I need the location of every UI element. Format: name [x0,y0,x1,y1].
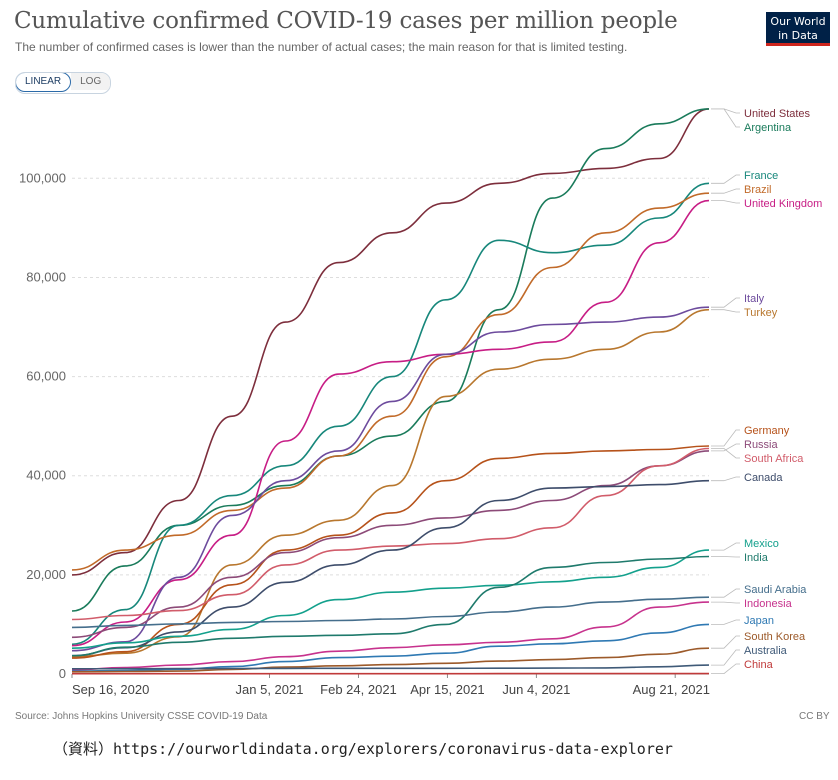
legend-label-saudi-arabia[interactable]: Saudi Arabia [744,584,807,596]
y-tick-label: 60,000 [26,369,66,384]
legend-label-brazil[interactable]: Brazil [744,184,772,196]
legend-connector [711,476,740,482]
legend-label-russia[interactable]: Russia [744,439,779,451]
legend-label-germany[interactable]: Germany [744,425,790,437]
legend-connector [711,108,740,128]
legend-label-indonesia[interactable]: Indonesia [744,598,793,610]
page-subtitle: The number of confirmed cases is lower t… [15,40,628,54]
y-tick-label: 40,000 [26,468,66,483]
license-link[interactable]: CC BY [799,711,830,722]
legend-connector [711,188,740,194]
x-tick-label: Jan 5, 2021 [236,682,304,697]
logo-line-1: Our World [770,15,826,28]
series-line-brazil[interactable] [71,192,710,571]
legend-label-australia[interactable]: Australia [744,645,788,657]
series-line-australia[interactable] [71,664,710,670]
scale-toggle[interactable]: LINEAR LOG [15,72,112,94]
legend-label-united-kingdom[interactable]: United Kingdom [744,198,822,210]
legend: United States Argentina France Brazil United… [711,108,822,674]
series-line-russia[interactable] [71,450,710,639]
x-tick-label: Apr 15, 2021 [410,682,484,697]
legend-label-japan[interactable]: Japan [744,615,774,627]
x-tick-label: Aug 21, 2021 [633,682,710,697]
y-tick-label: 20,000 [26,567,66,582]
legend-connector [711,601,740,604]
log-scale-button[interactable]: LOG [71,73,111,90]
legend-label-mexico[interactable]: Mexico [744,538,779,550]
legend-label-france[interactable]: France [744,170,778,182]
data-url-note: （資料）https://ourworldindata.org/explorers… [53,740,673,758]
legend-label-italy[interactable]: Italy [744,293,765,305]
linear-scale-button[interactable]: LINEAR [16,73,72,92]
x-tick-label: Jun 4, 2021 [502,682,570,697]
legend-connector [711,649,740,666]
series-line-india[interactable] [71,555,710,657]
legend-connector [711,443,740,452]
legend-connector [711,663,740,674]
legend-connector [711,588,740,598]
series-line-south-korea[interactable] [71,647,710,673]
legend-connector [711,429,740,447]
legend-label-south-korea[interactable]: South Korea [744,631,806,643]
source-note: Source: Johns Hopkins University CSSE CO… [15,711,268,722]
y-tick-label: 100,000 [19,170,66,185]
legend-connector [711,297,740,308]
legend-label-india[interactable]: India [744,552,769,564]
series-line-saudi-arabia[interactable] [71,596,710,629]
legend-label-canada[interactable]: Canada [744,472,783,484]
y-tick-label: 80,000 [26,269,66,284]
legend-connector [711,556,740,558]
legend-connector [711,635,740,649]
y-axis-ticks: 0 20,000 40,000 60,000 80,000 100,000 [19,170,66,681]
series-line-mexico[interactable] [71,549,710,649]
page-title: Cumulative confirmed COVID-19 cases per … [14,8,678,34]
series-line-south-africa[interactable] [71,447,710,621]
x-tick-label: Feb 24, 2021 [320,682,397,697]
owid-logo[interactable]: Our World in Data [766,12,830,46]
y-tick-label: 0 [59,666,66,681]
series-line-indonesia[interactable] [71,601,710,671]
logo-line-2: in Data [778,29,818,42]
legend-label-argentina[interactable]: Argentina [744,122,792,134]
legend-label-turkey[interactable]: Turkey [744,307,778,319]
legend-label-south-africa[interactable]: South Africa [744,453,804,465]
series-line-france[interactable] [71,182,710,646]
series-line-italy[interactable] [71,306,710,652]
legend-label-united-states[interactable]: United States [744,108,811,120]
legend-connector [711,309,740,313]
series-lines [71,108,710,675]
legend-connector [711,619,740,625]
series-line-united-states[interactable] [71,108,710,576]
grid-lines [72,177,709,675]
legend-connector [711,174,740,184]
legend-connector [711,448,740,459]
x-axis-ticks: Sep 16, 2020 Jan 5, 2021 Feb 24, 2021 Apr 1… [71,674,710,697]
series-line-united-kingdom[interactable] [71,199,710,647]
legend-label-china[interactable]: China [744,659,774,671]
legend-connector [711,200,740,204]
series-line-canada[interactable] [71,479,710,657]
x-tick-label: Sep 16, 2020 [72,682,149,697]
legend-connector [711,542,740,551]
